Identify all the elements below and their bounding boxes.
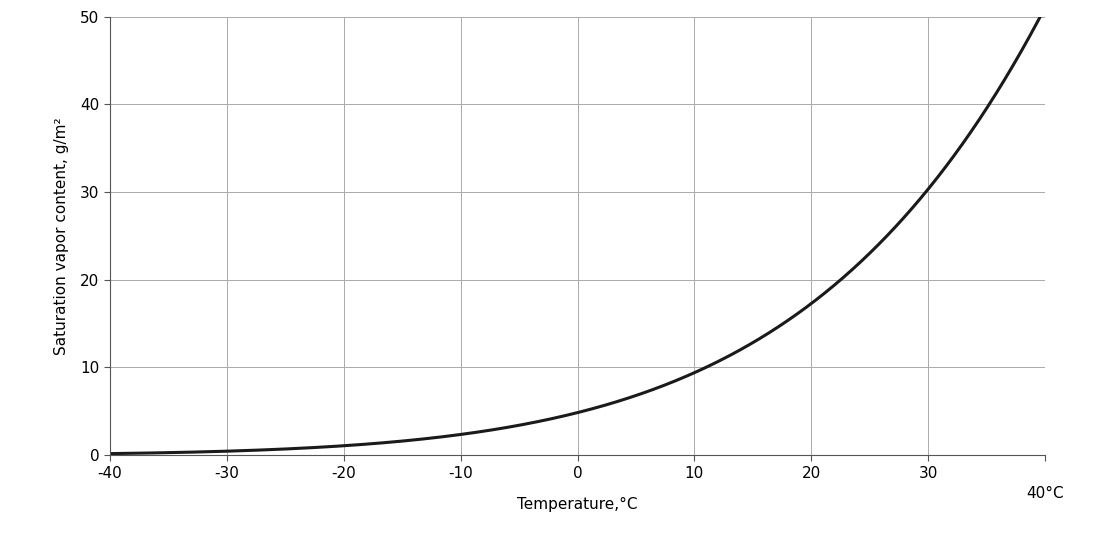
X-axis label: Temperature,°C: Temperature,°C [517,497,638,512]
Text: 40°C: 40°C [1026,486,1064,501]
Y-axis label: Saturation vapor content, g/m²: Saturation vapor content, g/m² [54,117,69,355]
